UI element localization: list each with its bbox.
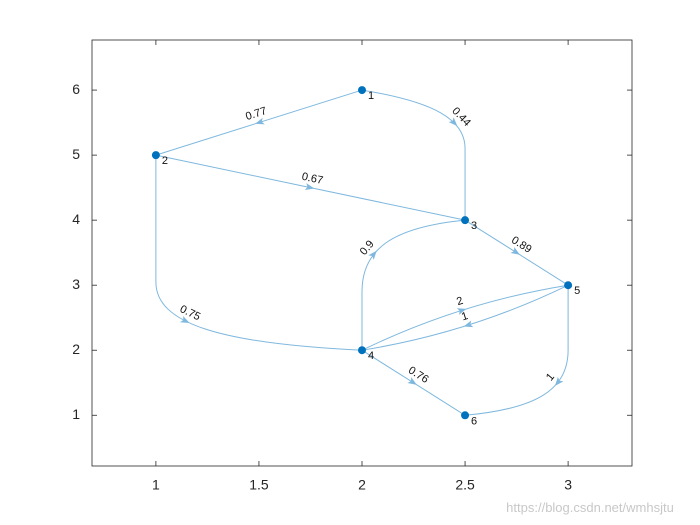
x-tick-label: 1 (152, 477, 160, 493)
watermark: https://blog.csdn.net/wmhsjtu (506, 500, 674, 515)
edge (155, 155, 363, 351)
edge (361, 219, 466, 351)
node (358, 86, 366, 95)
edge-arrow (304, 183, 315, 191)
edge-arrow (255, 117, 265, 125)
edge-label: 2 (455, 295, 464, 308)
node-label: 1 (368, 90, 374, 102)
y-tick-label: 5 (72, 146, 80, 162)
edge-arrow (368, 250, 377, 260)
y-tick-label: 1 (72, 406, 80, 422)
y-tick-label: 3 (72, 276, 80, 292)
node (461, 216, 470, 225)
edge-arrow (456, 308, 467, 315)
edge-arrow (554, 376, 564, 387)
node (461, 411, 470, 420)
x-tick-label: 3 (564, 477, 572, 493)
x-tick-label: 1.5 (249, 477, 269, 493)
edge-label: 0.67 (301, 171, 324, 187)
edge-arrow (463, 320, 474, 328)
edge-arrow (407, 377, 417, 385)
edge (361, 89, 466, 221)
edge-label: 1 (460, 310, 469, 323)
x-tick-label: 2 (358, 477, 366, 493)
edge-arrow (448, 117, 458, 127)
node-label: 4 (368, 350, 374, 362)
node (151, 151, 160, 160)
node (564, 281, 573, 290)
edge-arrow (180, 315, 190, 324)
y-tick-label: 4 (72, 211, 80, 227)
node-label: 6 (471, 415, 477, 427)
edge (465, 285, 569, 416)
x-tick-label: 2.5 (455, 477, 475, 493)
node-label: 3 (471, 220, 477, 232)
y-tick-label: 2 (72, 341, 80, 357)
node-label: 2 (162, 155, 168, 167)
node-label: 5 (574, 285, 580, 297)
y-tick-label: 6 (72, 81, 80, 97)
edge-arrow (510, 247, 520, 255)
node (358, 346, 366, 355)
axes-box (91, 39, 633, 467)
